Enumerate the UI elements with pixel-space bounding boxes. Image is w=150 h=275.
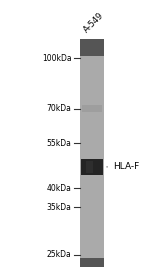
Text: A-549: A-549 — [82, 11, 105, 34]
Text: HLA-F: HLA-F — [107, 163, 139, 171]
Text: 40kDa: 40kDa — [46, 184, 71, 193]
Text: 100kDa: 100kDa — [42, 54, 71, 63]
Text: 25kDa: 25kDa — [47, 251, 71, 259]
Text: 55kDa: 55kDa — [46, 139, 71, 148]
Text: 35kDa: 35kDa — [46, 203, 71, 212]
Text: 70kDa: 70kDa — [46, 104, 71, 113]
